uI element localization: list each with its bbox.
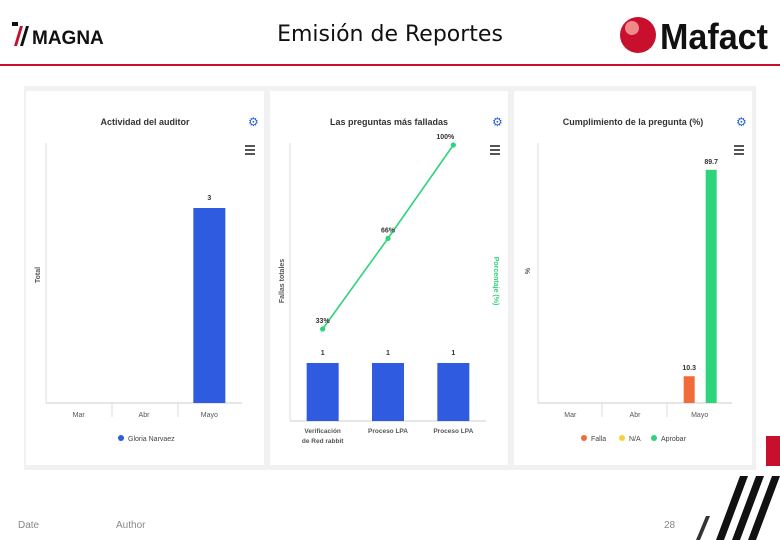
legend-marker xyxy=(581,435,587,441)
axis-title-y-left: Fallas totales xyxy=(279,259,286,303)
legend-item: Gloria Narvaez xyxy=(128,436,175,443)
gear-icon[interactable]: ⚙ xyxy=(736,115,747,129)
x-tick-label: Mar xyxy=(73,412,86,419)
panel-title: Las preguntas más falladas xyxy=(329,117,449,127)
line-data-label: 66% xyxy=(381,227,396,234)
legend-item: Aprobar xyxy=(661,436,687,443)
legend-marker xyxy=(651,435,657,441)
line-point[interactable] xyxy=(450,142,456,148)
menu-icon[interactable] xyxy=(490,145,500,157)
slide-title: Emisión de Reportes xyxy=(277,22,503,47)
legend-item: N/A xyxy=(629,436,641,443)
x-tick-label: Proceso LPA xyxy=(368,428,408,435)
panel-question-compliance: Cumplimiento de la pregunta (%) ⚙ % Mar A… xyxy=(514,91,752,465)
data-label: 1 xyxy=(386,350,390,357)
data-label: 3 xyxy=(207,195,211,202)
bar[interactable] xyxy=(683,376,695,403)
legend-marker xyxy=(619,435,625,441)
bar[interactable] xyxy=(437,363,470,421)
mafact-logo-text: Mafact xyxy=(660,16,768,57)
line-point[interactable] xyxy=(320,326,326,332)
panel-most-failed: Las preguntas más falladas ⚙ Fallas tota… xyxy=(270,91,508,465)
chart-question-compliance: % Mar Abr Mayo 10.3 89.7 Falla N/A Aprobar xyxy=(525,143,732,443)
bar[interactable] xyxy=(193,208,226,403)
panel-auditor-activity: Actividad del auditor ⚙ Total Mar Abr Mayo… xyxy=(26,91,264,465)
data-label: 89.7 xyxy=(704,159,718,166)
line-data-label: 33% xyxy=(316,318,331,325)
axis-title-y: Total xyxy=(35,267,42,283)
axis-title-y: % xyxy=(525,267,532,274)
panel-title: Cumplimiento de la pregunta (%) xyxy=(562,117,704,127)
data-label: 10.3 xyxy=(682,365,696,372)
x-tick-label: Abr xyxy=(139,412,151,419)
x-tick-label: Proceso LPA xyxy=(433,428,473,435)
line-data-label: 100% xyxy=(436,134,455,141)
chart-most-failed: Fallas totales Porcentaje (%) 1 Verificac… xyxy=(279,134,499,445)
mafact-logo: Mafact xyxy=(620,16,768,57)
panel-title: Actividad del auditor xyxy=(100,117,190,127)
magna-logo-text: MAGNA xyxy=(32,28,104,49)
line-point[interactable] xyxy=(385,235,391,241)
header-divider xyxy=(0,64,780,66)
data-label: 1 xyxy=(451,350,455,357)
bar[interactable] xyxy=(705,169,717,403)
footer-author: Author xyxy=(116,520,146,531)
bar[interactable] xyxy=(306,363,339,421)
x-tick-label: Mar xyxy=(564,412,577,419)
gear-icon[interactable]: ⚙ xyxy=(248,115,259,129)
footer-date: Date xyxy=(18,520,40,531)
legend-item: Falla xyxy=(591,436,606,443)
dashboard-screenshot: Actividad del auditor ⚙ Total Mar Abr Mayo… xyxy=(24,86,756,470)
legend-marker xyxy=(118,435,124,441)
page-number: 28 xyxy=(664,520,676,531)
gear-icon[interactable]: ⚙ xyxy=(492,115,503,129)
bar[interactable] xyxy=(372,363,404,421)
chart-auditor-activity: Total Mar Abr Mayo 3 Gloria Narvaez xyxy=(35,143,242,443)
x-tick-label: Abr xyxy=(630,412,642,419)
magna-logo: MAGNA xyxy=(12,22,104,49)
corner-decoration xyxy=(696,436,780,540)
x-tick-label: Mayo xyxy=(201,412,218,419)
axis-title-y-right: Porcentaje (%) xyxy=(492,257,499,306)
data-label: 1 xyxy=(321,350,325,357)
menu-icon[interactable] xyxy=(734,145,744,157)
x-tick-label: Mayo xyxy=(691,412,708,419)
menu-icon[interactable] xyxy=(245,145,255,157)
x-tick-label: Verificación de Red rabbit xyxy=(302,428,344,445)
